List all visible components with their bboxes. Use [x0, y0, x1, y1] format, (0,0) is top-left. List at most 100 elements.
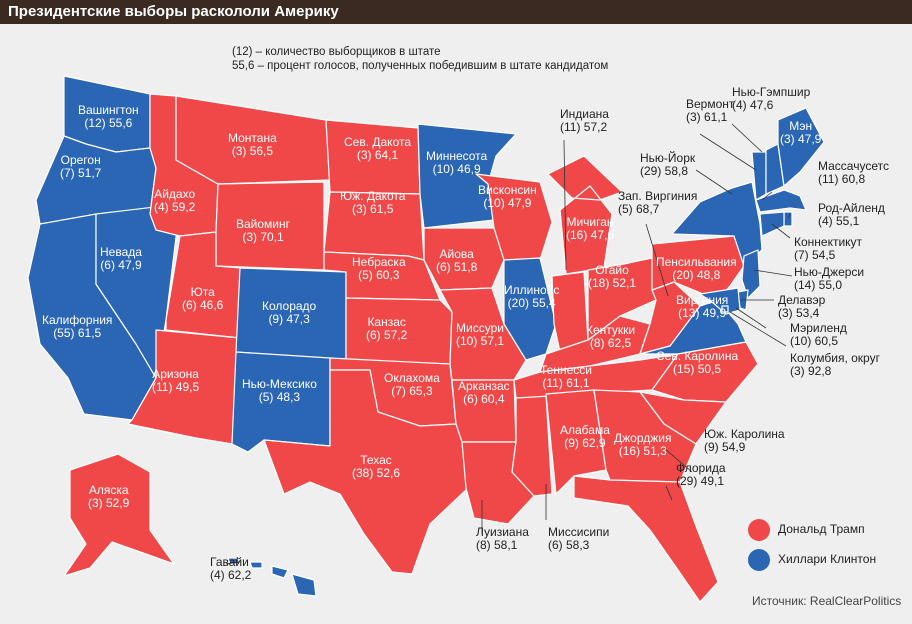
state-label-nj: Нью-Джерси (14) 55,0 — [794, 266, 864, 292]
legend-label-clinton: Хиллари Клинтон — [778, 552, 877, 567]
state-result-nd: (3) 64,1 — [356, 148, 399, 162]
us-map — [27, 75, 825, 603]
state-label-wa: Вашингтон (12) 55,6 — [78, 104, 139, 130]
state-name-nj: Нью-Джерси — [794, 265, 865, 279]
state-result-in: (11) 57,2 — [560, 120, 608, 134]
state-name-me: Мэн — [789, 119, 813, 133]
state-label-ut: Юта (6) 46,6 — [182, 286, 223, 312]
state-name-mn: Миннесота — [426, 149, 488, 163]
state-label-nh: Нью-Гэмпшир (4) 47,6 — [732, 86, 810, 112]
state-label-tx: Техас (38) 52,6 — [352, 454, 400, 480]
state-shape-dc — [721, 305, 729, 313]
state-result-ma: (11) 60,8 — [818, 172, 866, 186]
note-percent: 55,6 – процент голосов, полученных побед… — [232, 60, 609, 72]
state-result-va: (13) 49,9 — [678, 306, 727, 320]
state-label-nv: Невада (6) 47,9 — [100, 246, 142, 272]
state-name-la: Луизиана — [476, 525, 529, 539]
state-name-ri: Род-Айленд — [818, 201, 885, 215]
state-shape-ga — [593, 389, 697, 483]
state-label-ms: Миссисипи (6) 58,3 — [548, 526, 609, 552]
state-result-fl: (29) 49,1 — [676, 474, 725, 488]
state-label-sc: Юж. Каролина (9) 54,9 — [704, 428, 785, 454]
state-shape-md — [699, 287, 741, 315]
state-name-ut: Юта — [190, 285, 215, 299]
state-name-ny: Нью-Йорк — [640, 151, 696, 165]
state-name-co: Колорадо — [262, 299, 317, 313]
state-label-sd: Юж. Дакота (3) 61,5 — [340, 190, 405, 216]
state-name-ne: Небраска — [352, 255, 406, 269]
state-label-co: Колорадо (9) 47,3 — [262, 300, 316, 326]
state-label-mo: Миссури (10) 57,1 — [456, 322, 504, 348]
state-name-ak: Аляска — [88, 483, 129, 497]
state-label-vt: Вермонт (3) 61,1 — [686, 98, 734, 124]
state-label-or: Орегон (7) 51,7 — [60, 154, 101, 180]
state-result-me: (3) 47,9 — [780, 132, 822, 146]
legend-item-trump: Дональд Трамп — [748, 519, 865, 541]
state-name-wv: Зап. Виргиния — [618, 189, 698, 203]
state-name-nh: Нью-Гэмпшир — [732, 85, 811, 99]
state-result-ca: (55) 61,5 — [53, 326, 102, 340]
state-name-oh: Огайо — [595, 263, 629, 277]
state-label-ak: Аляска (3) 52,9 — [88, 484, 129, 510]
state-name-wi: Висконсин — [478, 183, 537, 197]
state-result-nm: (5) 48,3 — [258, 390, 301, 404]
state-name-az: Аризона — [152, 367, 199, 381]
state-name-ks: Канзас — [367, 315, 406, 329]
state-result-ny: (29) 58,8 — [640, 164, 689, 178]
state-shape-hi — [227, 557, 317, 597]
state-name-vt: Вермонт — [686, 97, 735, 111]
state-result-nj: (14) 55,0 — [794, 278, 843, 292]
state-label-ok: Оклахома (7) 65,3 — [384, 372, 440, 398]
state-result-ky: (8) 62,5 — [589, 336, 632, 350]
state-result-or: (7) 51,7 — [60, 166, 102, 180]
state-label-wv: Зап. Виргиния (5) 68,7 — [618, 190, 697, 216]
state-label-mi: Мичиган (16) 47,6 — [566, 216, 614, 242]
state-result-dc: (3) 92,8 — [790, 364, 832, 378]
state-shape-al — [545, 389, 607, 495]
state-result-ks: (6) 57,2 — [366, 328, 408, 342]
state-label-mn: Миннесота (10) 46,9 — [426, 150, 487, 176]
state-result-ar: (6) 60,4 — [463, 392, 505, 406]
state-name-va: Виргиния — [676, 293, 729, 307]
state-shape-fl — [573, 475, 719, 603]
state-name-il: Иллинойс — [504, 283, 560, 297]
state-label-va: Виргиния (13) 49,9 — [676, 294, 728, 320]
state-result-tn: (11) 61,1 — [542, 376, 590, 390]
state-shape-mi — [547, 155, 623, 275]
state-label-ca: Калифорния (55) 61,5 — [42, 314, 112, 340]
state-result-ak: (3) 52,9 — [88, 496, 130, 510]
state-result-co: (9) 47,3 — [268, 312, 310, 326]
state-label-de: Делавэр (3) 53,4 — [778, 294, 825, 320]
state-result-nc: (15) 50,5 — [673, 362, 722, 376]
state-result-mo: (10) 57,1 — [456, 334, 505, 348]
state-result-hi: (4) 62,2 — [210, 568, 252, 582]
state-name-dc: Колумбия, округ — [790, 351, 880, 365]
map-title: Президентские выборы раскололи Америку — [8, 3, 339, 20]
state-name-ga: Джорджия — [614, 431, 672, 445]
state-name-pa: Пенсильвания — [656, 255, 737, 269]
state-name-ok: Оклахома — [384, 371, 440, 385]
state-result-il: (20) 55,4 — [507, 296, 556, 310]
state-result-nv: (6) 47,9 — [100, 258, 142, 272]
state-name-ky: Кентукки — [586, 323, 636, 337]
state-label-me: Мэн (3) 47,9 — [780, 120, 821, 146]
state-result-oh: (18) 52,1 — [588, 276, 637, 290]
state-result-mt: (3) 56,5 — [231, 144, 274, 158]
source-note: Источник: RealClearPolitics — [752, 594, 902, 608]
state-shape-mt — [175, 95, 331, 185]
state-label-ne: Небраска (5) 60,3 — [352, 256, 406, 282]
state-label-il: Иллинойс (20) 55,4 — [504, 284, 559, 310]
state-label-nm: Нью-Мексико (5) 48,3 — [242, 378, 317, 404]
state-name-de: Делавэр — [778, 293, 826, 307]
state-name-ma: Массачусетс — [818, 159, 889, 173]
state-name-tn: Теннесси — [540, 363, 592, 377]
state-shape-me — [777, 107, 825, 187]
state-name-ct: Коннектикут — [794, 235, 863, 249]
state-label-hi: Гавайи (4) 62,2 — [210, 556, 251, 582]
state-name-fl: Флорида — [676, 461, 726, 475]
state-shape-tn — [513, 353, 679, 399]
legend-dot-clinton — [748, 549, 770, 571]
state-label-al: Алабама (9) 62,9 — [560, 424, 610, 450]
state-label-id: Айдахо (4) 59,2 — [154, 188, 195, 214]
state-result-pa: (20) 48,8 — [672, 268, 721, 282]
